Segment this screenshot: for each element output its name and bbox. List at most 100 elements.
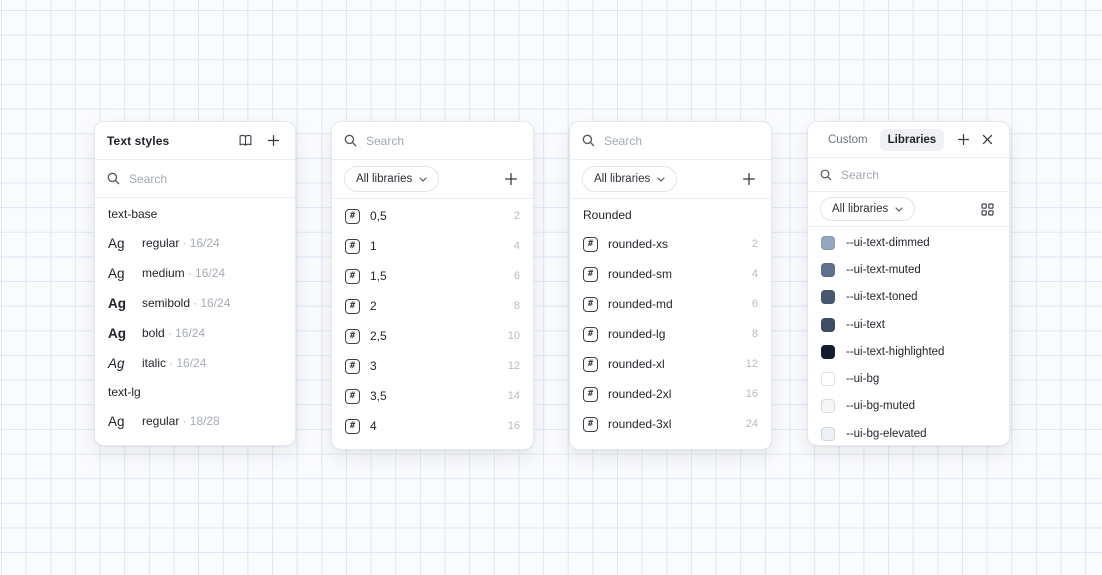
number-token-row[interactable]: #2,5 10 [332,321,533,351]
numbers-list: #0,5 2 #1 4 #1,5 6 #2 8 #2,5 10 #3 12 #3,5 14 #… [332,199,533,449]
text-style-item[interactable]: Ag regular · 18/28 [95,406,295,436]
rounded-tokens-panel: All libraries Rounded # rounded-xs 2 # roun… [569,121,772,450]
token-value: 16 [507,420,520,432]
color-variable-row[interactable]: --ui-text-muted [808,256,1009,283]
style-meta: · 16/24 [182,236,220,250]
number-token-icon: # [345,328,360,344]
color-variable-row[interactable]: --ui-text [808,311,1009,338]
chevron-down-icon [657,176,665,182]
colors-filter-row: All libraries [808,192,1009,226]
color-variable-row[interactable]: --ui-bg-elevated [808,420,1009,445]
section-label: Rounded [583,208,632,222]
text-styles-header: Text styles [95,122,295,159]
add-variable-button[interactable] [739,169,759,189]
add-variable-button[interactable] [501,169,521,189]
libraries-dropdown[interactable]: All libraries [820,197,916,221]
rounded-token-row[interactable]: # rounded-sm 4 [570,259,771,289]
search-icon [107,172,120,185]
number-token-row[interactable]: #1,5 6 [332,261,533,291]
variable-name: --ui-text-dimmed [846,236,930,249]
text-style-item[interactable]: Ag medium · 16/24 [95,258,295,288]
text-style-item[interactable]: Ag semibold · 16/24 [95,288,295,318]
token-name: rounded-xl [608,357,665,371]
rounded-token-row[interactable]: # rounded-2xl 16 [570,379,771,409]
variable-name: --ui-text-toned [846,291,918,304]
chevron-down-icon [895,206,903,212]
color-variable-row[interactable]: --ui-text-highlighted [808,338,1009,365]
style-meta: · 16/24 [193,296,231,310]
text-styles-list: text-base Ag regular · 16/24 Ag medium · 1… [95,198,295,445]
style-meta: · 16/24 [167,326,206,340]
style-preview: Ag [108,413,125,429]
tab-custom[interactable]: Custom [828,133,868,146]
search-icon [820,169,832,181]
add-style-button[interactable] [263,131,283,151]
number-token-icon: # [583,296,598,312]
text-style-item[interactable]: Ag regular · 16/24 [95,228,295,258]
variable-name: --ui-bg [846,373,880,386]
close-icon[interactable] [977,130,997,150]
libraries-dropdown[interactable]: All libraries [344,166,440,192]
add-button[interactable] [953,130,973,150]
token-name: rounded-3xl [608,417,672,431]
variable-name: --ui-text-highlighted [846,345,945,358]
libraries-dropdown-label: All libraries [356,173,413,185]
search-input[interactable] [604,133,759,148]
style-meta: · 16/24 [187,266,226,280]
rounded-token-row[interactable]: # rounded-xl 12 [570,349,771,379]
color-variable-row[interactable]: --ui-text-toned [808,284,1009,311]
number-token-icon: # [345,388,360,404]
number-token-row[interactable]: #4 16 [332,411,533,441]
color-variable-row[interactable]: --ui-text-dimmed [808,229,1009,256]
grid-view-icon[interactable] [977,199,997,219]
style-preview: Ag [108,265,125,281]
variable-name: --ui-bg-elevated [846,427,927,440]
libraries-dropdown[interactable]: All libraries [582,166,678,192]
style-preview: Ag [108,295,126,311]
text-style-item[interactable]: Ag [95,436,295,446]
number-token-row[interactable]: #3 12 [332,351,533,381]
token-name: rounded-sm [608,267,673,281]
search-input[interactable] [129,171,283,186]
variable-name: --ui-text-muted [846,263,921,276]
variable-name: --ui-text [846,318,885,331]
color-swatch [821,290,835,305]
token-value: 10 [507,330,520,342]
color-swatch [821,317,835,332]
number-token-row[interactable]: #0,5 2 [332,201,533,231]
color-swatch [821,399,835,414]
number-token-icon: # [583,356,598,372]
search-input[interactable] [366,133,521,148]
number-token-icon: # [583,236,598,252]
rounded-token-row[interactable]: # rounded-md 6 [570,289,771,319]
color-variable-row[interactable]: --ui-bg-muted [808,393,1009,420]
rounded-token-row[interactable]: # rounded-3xl 24 [570,409,771,439]
token-name: rounded-xs [608,237,669,251]
color-variable-row[interactable]: --ui-bg [808,365,1009,392]
number-token-row[interactable]: #3,5 14 [332,381,533,411]
library-book-icon[interactable] [235,131,255,151]
search-input[interactable] [841,167,997,182]
text-style-item[interactable]: Ag bold · 16/24 [95,318,295,348]
rounded-token-row[interactable]: # rounded-xs 2 [570,229,771,259]
text-style-item[interactable]: Ag italic · 16/24 [95,348,295,378]
number-token-row[interactable]: #2 8 [332,291,533,321]
token-value: 12 [745,358,758,370]
colors-list: --ui-text-dimmed --ui-text-muted --ui-te… [808,227,1009,445]
token-value: 8 [751,328,758,340]
style-preview: Ag [108,325,126,341]
token-value: 4 [513,240,520,252]
token-value: 6 [513,270,520,282]
rounded-search [570,122,771,159]
number-token-icon: # [345,358,360,374]
search-icon [582,134,595,147]
colors-search [808,158,1009,191]
rounded-token-row[interactable]: # rounded-lg 8 [570,319,771,349]
tab-libraries[interactable]: Libraries [879,128,945,151]
text-styles-search [95,160,295,197]
style-name: regular [142,236,180,250]
style-meta: · 16/24 [169,356,207,370]
token-value: 6 [751,298,758,310]
number-token-row[interactable]: #1 4 [332,231,533,261]
numbers-filter-row: All libraries [332,160,533,198]
